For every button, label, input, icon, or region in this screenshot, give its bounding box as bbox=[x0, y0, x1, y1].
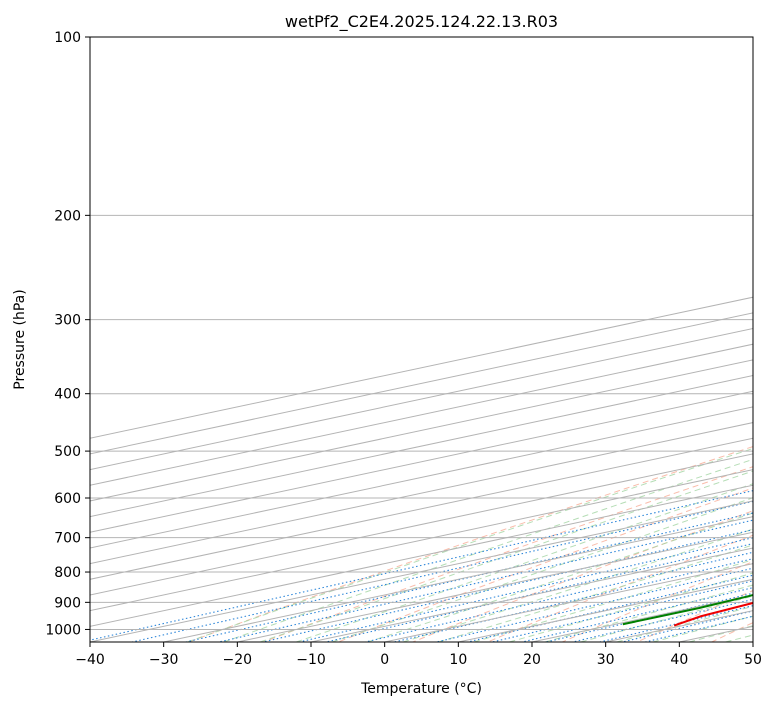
y-tick-label: 800 bbox=[54, 565, 81, 581]
dry-adiabat-line bbox=[263, 466, 753, 642]
mixing-ratio-line bbox=[218, 519, 753, 642]
x-tick-label: −40 bbox=[75, 652, 105, 668]
mixing-ratio-line bbox=[299, 537, 753, 642]
mixing-ratio-line bbox=[394, 558, 753, 642]
isotherm-line bbox=[90, 406, 753, 549]
moist-adiabat-line bbox=[509, 572, 753, 642]
x-tick-label: 50 bbox=[744, 652, 762, 668]
isotherm-line bbox=[90, 500, 753, 642]
y-tick-label: 1000 bbox=[45, 622, 81, 638]
dry-adiabats bbox=[188, 446, 753, 642]
isotherm-line bbox=[90, 296, 753, 439]
moist-adiabat-line bbox=[367, 512, 753, 642]
x-tick-label: −30 bbox=[149, 652, 179, 668]
mixing-ratio-line bbox=[90, 490, 753, 641]
moist-adiabat-line bbox=[223, 458, 753, 642]
x-tick-label: 20 bbox=[523, 652, 541, 668]
y-tick-label: 300 bbox=[54, 313, 81, 329]
isobars bbox=[90, 37, 753, 630]
x-tick-label: −20 bbox=[223, 652, 253, 668]
x-tick-label: 30 bbox=[597, 652, 615, 668]
isotherm-line bbox=[90, 437, 753, 580]
y-tick-label: 500 bbox=[54, 444, 81, 460]
x-tick-label: 40 bbox=[670, 652, 688, 668]
moist-adiabat-line bbox=[544, 584, 753, 642]
y-tick-label: 100 bbox=[54, 30, 81, 46]
y-tick-label: 700 bbox=[54, 531, 81, 547]
dry-adiabat-line bbox=[412, 510, 753, 642]
mixing-ratio-line bbox=[645, 615, 753, 642]
plot-area: 0.10.20.40.611.52346810131620253036-100-… bbox=[90, 37, 753, 642]
plot-frame bbox=[89, 36, 754, 643]
x-tick-label: 10 bbox=[449, 652, 467, 668]
chart-title: wetPf2_C2E4.2025.124.22.13.R03 bbox=[285, 12, 558, 32]
y-axis: 100 200 300 400 500 600 700 800 900 1000 bbox=[45, 30, 90, 638]
y-axis-label: Pressure (hPa) bbox=[12, 289, 28, 389]
isotherm-line bbox=[90, 453, 753, 596]
dry-adiabat-line bbox=[188, 446, 753, 642]
moist-adiabat-line bbox=[438, 544, 753, 642]
isotherm-line bbox=[90, 484, 753, 627]
isotherms bbox=[90, 296, 753, 642]
isotherm-line bbox=[90, 312, 753, 455]
mixing-ratio-line bbox=[521, 587, 753, 642]
dry-adiabat-line bbox=[338, 487, 753, 642]
y-tick-label: 400 bbox=[54, 387, 81, 403]
y-tick-label: 600 bbox=[54, 491, 81, 507]
x-tick-label: −10 bbox=[296, 652, 326, 668]
isotherm-line bbox=[237, 531, 753, 642]
isotherm-line bbox=[163, 516, 753, 642]
isotherm-line bbox=[90, 422, 753, 565]
y-tick-label: 200 bbox=[54, 208, 81, 224]
x-tick-label: 0 bbox=[380, 652, 389, 668]
x-axis-label: Temperature (°C) bbox=[360, 681, 482, 697]
mixing-ratio-line bbox=[365, 551, 753, 642]
isotherm-line bbox=[90, 328, 753, 471]
isotherm-line bbox=[90, 469, 753, 612]
x-axis: −40 −30 −20 −10 0 10 20 30 40 50 bbox=[75, 642, 762, 668]
y-tick-label: 900 bbox=[54, 595, 81, 611]
